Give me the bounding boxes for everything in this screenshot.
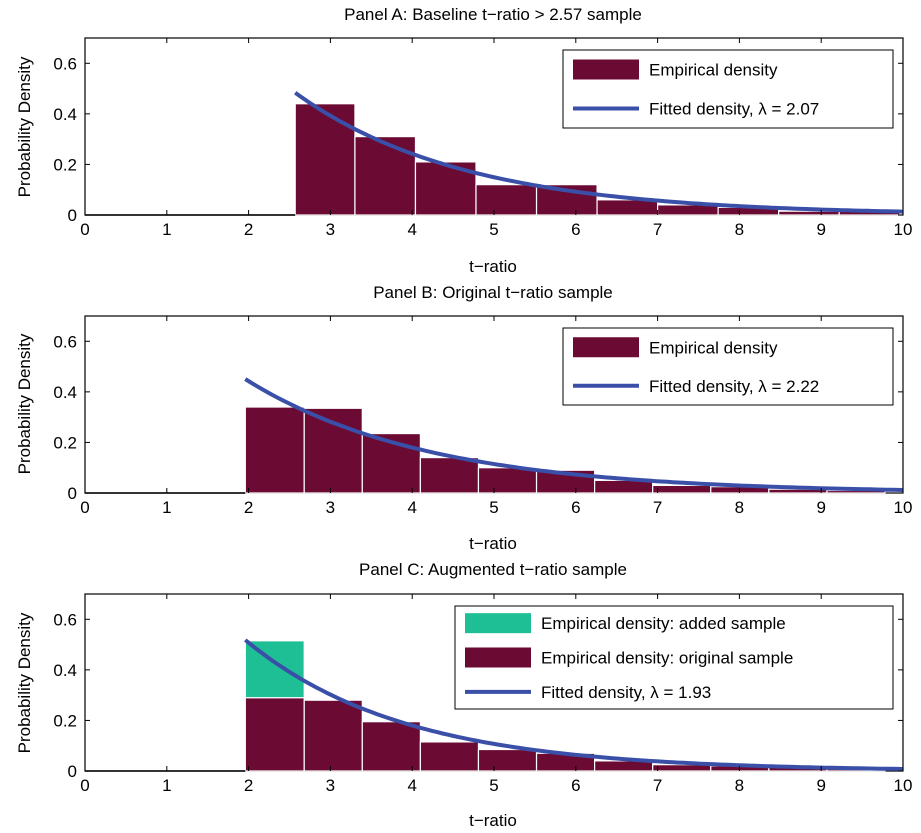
panel-b-xtick-label: 0 [80, 498, 89, 517]
panel-a-xtick-label: 7 [653, 220, 662, 239]
panel-a-xlabel: t−ratio [469, 257, 517, 276]
panel-b-xtick-label: 8 [735, 498, 744, 517]
panel-c-ylabel: Probability Density [15, 612, 34, 753]
panel-c-xtick-label: 9 [816, 776, 825, 795]
panel-b-bar [419, 457, 480, 494]
panel-a-ytick-label: 0.4 [53, 105, 77, 124]
panel-c-ytick-label: 0.2 [53, 711, 77, 730]
panel-b-bar [652, 484, 712, 494]
panel-c-fitted-curve [244, 638, 904, 771]
panel-b-xtick-label: 6 [571, 498, 580, 517]
panel-c-title: Panel C: Augmented t−ratio sample [359, 560, 627, 579]
panel-a-ytick-label: 0.6 [53, 54, 77, 73]
panel-a-xtick-label: 6 [571, 220, 580, 239]
panel-b-ytick-label: 0.6 [53, 332, 77, 351]
panel-a-xtick-label: 10 [894, 220, 913, 239]
panel-c-bar [244, 697, 305, 772]
panel-c-xtick-label: 8 [735, 776, 744, 795]
panel-c-legend-swatch [465, 647, 531, 668]
panel-a: Panel A: Baseline t−ratio > 2.57 sample … [15, 5, 912, 276]
panel-b-ytick-label: 0 [68, 484, 77, 503]
panel-c-xtick-label: 5 [489, 776, 498, 795]
panel-c-xtick-label: 7 [653, 776, 662, 795]
panel-c-xtick-label: 4 [407, 776, 416, 795]
panel-a-legend-label: Empirical density [649, 61, 778, 80]
panel-a-bar [354, 136, 417, 216]
panel-a-fitted-curve [294, 91, 904, 214]
panel-c-ytick-label: 0.6 [53, 610, 77, 629]
panel-a-xtick-label: 4 [407, 220, 416, 239]
panel-c-xtick-label: 6 [571, 776, 580, 795]
panel-b: Panel B: Original t−ratio sample Probabi… [15, 283, 912, 553]
panel-a-xtick-label: 8 [735, 220, 744, 239]
panel-b-ytick-label: 0.4 [53, 383, 77, 402]
panel-c-plot-area: 0 1 2 3 4 5 6 7 8 9 10 0 0.2 0.4 0.6 Empirical density:… [53, 593, 913, 795]
panel-b-title: Panel B: Original t−ratio sample [373, 283, 613, 302]
panel-a-ylabel: Probability Density [15, 56, 34, 197]
panel-c-ytick-label: 0.4 [53, 661, 77, 680]
panel-b-bar [244, 406, 305, 494]
panel-a-xtick-label: 3 [326, 220, 335, 239]
panel-a-ytick-label: 0.2 [53, 155, 77, 174]
panel-b-xtick-label: 5 [489, 498, 498, 517]
panel-c-bar [361, 721, 421, 772]
panel-c-xtick-label: 1 [162, 776, 171, 795]
panel-b-xtick-label: 10 [894, 498, 913, 517]
panel-b-plot-area: 0 1 2 3 4 5 6 7 8 9 10 0 0.2 0.4 0.6 Empirical density F… [53, 315, 913, 517]
panel-a-bar [475, 184, 538, 216]
panel-b-xtick-label: 2 [244, 498, 253, 517]
panel-b-xtick-label: 1 [162, 498, 171, 517]
panel-b-xtick-label: 7 [653, 498, 662, 517]
panel-c-xlabel: t−ratio [469, 811, 517, 830]
panel-b-ytick-label: 0.2 [53, 433, 77, 452]
panel-b-xtick-label: 4 [407, 498, 416, 517]
panel-a-xtick-label: 2 [244, 220, 253, 239]
panel-a-xtick-label: 9 [816, 220, 825, 239]
panel-b-xtick-label: 3 [326, 498, 335, 517]
panel-b-legend-label: Empirical density [649, 338, 778, 357]
panel-a-title: Panel A: Baseline t−ratio > 2.57 sample [344, 5, 642, 24]
panel-c-legend-label: Empirical density: original sample [541, 649, 793, 668]
panel-b-fitted-curve [244, 377, 904, 492]
panel-c-bar [303, 699, 363, 772]
panel-c-xtick-label: 10 [894, 776, 913, 795]
panel-c-ytick-label: 0 [68, 762, 77, 781]
panel-b-legend-swatch [573, 337, 639, 358]
panel-c: Panel C: Augmented t−ratio sample Probab… [15, 560, 912, 830]
panel-a-legend-label: Fitted density, λ = 2.07 [649, 100, 819, 119]
panel-b-xtick-label: 9 [816, 498, 825, 517]
panel-b-legend-label: Fitted density, λ = 2.22 [649, 377, 819, 396]
panel-c-xtick-label: 0 [80, 776, 89, 795]
panel-c-bar [477, 748, 538, 772]
panel-a-legend-swatch [573, 59, 639, 80]
panel-c-legend-label: Fitted density, λ = 1.93 [541, 683, 711, 702]
panel-c-legend-label: Empirical density: added sample [541, 614, 786, 633]
panel-a-xtick-label: 5 [489, 220, 498, 239]
panel-c-xtick-label: 3 [326, 776, 335, 795]
panel-a-plot-area: 0 1 2 3 4 5 6 7 8 9 10 0 0.2 0.4 0.6 Empirical density F… [53, 37, 913, 239]
panel-a-bar [294, 103, 356, 216]
panel-b-xlabel: t−ratio [469, 534, 517, 553]
panel-a-ytick-label: 0 [68, 206, 77, 225]
panel-a-xtick-label: 1 [162, 220, 171, 239]
panel-b-bar [477, 467, 538, 494]
panel-a-xtick-label: 0 [80, 220, 89, 239]
panel-b-ylabel: Probability Density [15, 333, 34, 474]
panel-c-bar [419, 741, 480, 772]
panel-a-bar [596, 199, 659, 216]
panel-c-legend-swatch [465, 613, 531, 634]
panel-c-xtick-label: 2 [244, 776, 253, 795]
